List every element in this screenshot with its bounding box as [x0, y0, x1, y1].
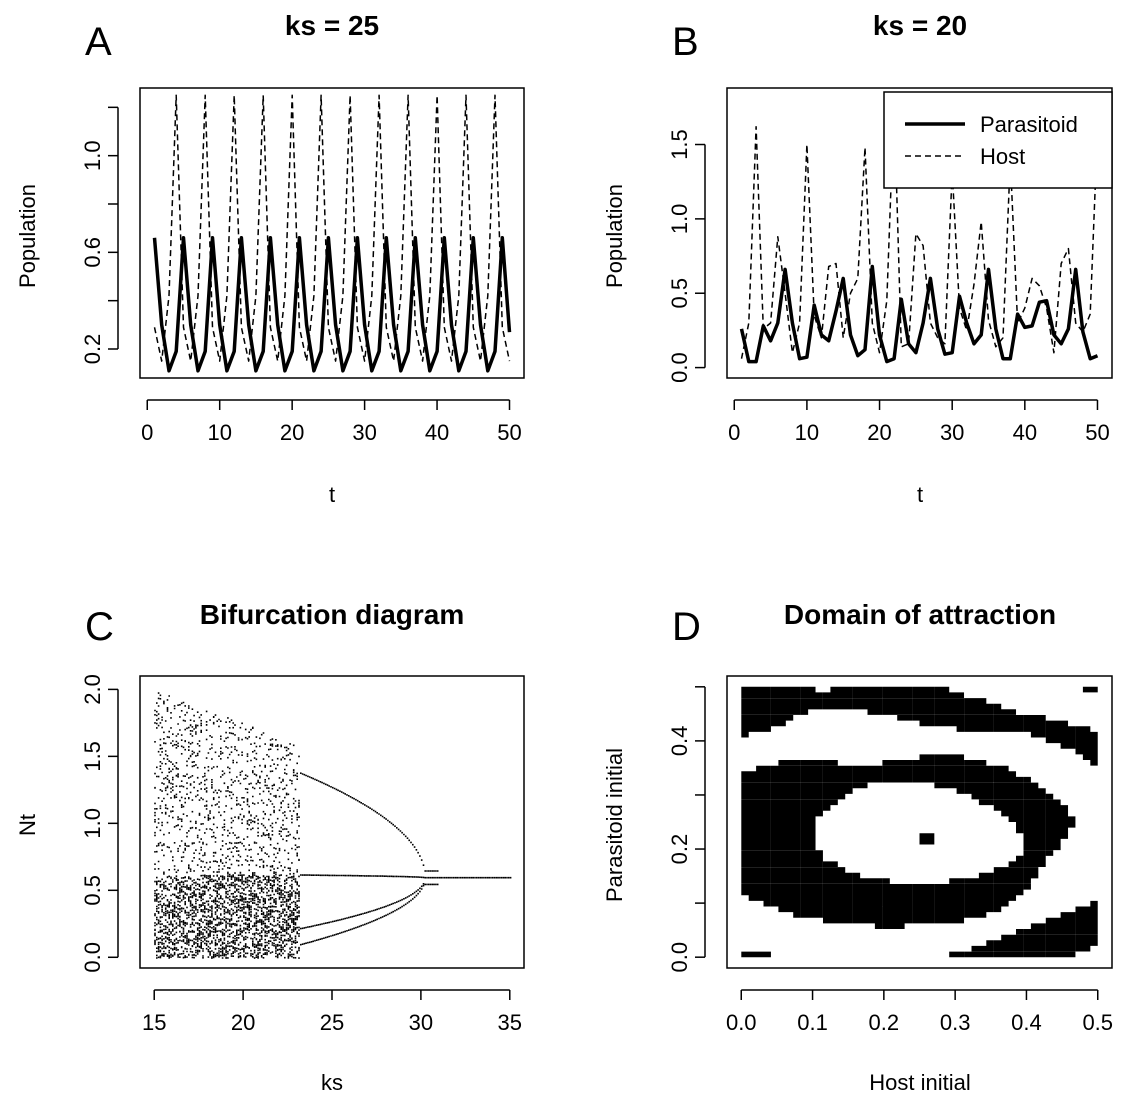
panel-b-plot-area — [726, 87, 1113, 379]
x-tick-label: 0.3 — [940, 1010, 971, 1035]
panel-c-yticks: 0.0 0.5 1.0 1.5 2.0 — [80, 674, 119, 973]
panel-b-yticks: 0.0 0.5 1.0 1.5 — [667, 129, 706, 383]
x-tick-label: 40 — [425, 420, 449, 445]
x-tick-label: 20 — [867, 420, 891, 445]
y-tick-label: 1.0 — [80, 140, 105, 171]
plot-frame — [139, 87, 525, 379]
x-tick-label: 50 — [497, 420, 521, 445]
x-tick-label: 0.1 — [797, 1010, 828, 1035]
panel-c: C Bifurcation diagram ks Nt 15 20 25 30 35 0… — [15, 599, 525, 1095]
panel-b-xlabel: t — [917, 482, 923, 507]
x-tick-label: 0 — [141, 420, 153, 445]
panel-d-title: Domain of attraction — [784, 599, 1056, 630]
panel-d-xticks: 0.0 0.1 0.2 0.3 0.4 0.5 — [726, 989, 1113, 1035]
bifurcation-point-cloud — [154, 692, 512, 959]
y-tick-label: 0.4 — [667, 726, 692, 757]
panel-c-title: Bifurcation diagram — [200, 599, 464, 630]
x-tick-label: 25 — [320, 1010, 344, 1035]
panel-letter-c: C — [85, 605, 114, 649]
y-tick-label: 1.5 — [667, 129, 692, 160]
panel-d: D Domain of attraction Host initial Para… — [602, 599, 1113, 1095]
panel-a-ylabel: Population — [15, 184, 40, 288]
legend-label-host: Host — [980, 144, 1025, 169]
x-tick-label: 0.4 — [1011, 1010, 1042, 1035]
y-tick-label: 1.0 — [667, 204, 692, 235]
x-tick-label: 15 — [142, 1010, 166, 1035]
x-tick-label: 10 — [207, 420, 231, 445]
y-tick-label: 0.0 — [667, 942, 692, 973]
panel-c-xticks: 15 20 25 30 35 — [142, 989, 522, 1035]
panel-b-xticks: 0 10 20 30 40 50 — [728, 399, 1110, 445]
panel-d-plot-area — [726, 675, 1113, 969]
panel-a-plot-area — [139, 87, 525, 379]
panel-letter-a: A — [85, 20, 112, 64]
y-tick-label: 1.0 — [80, 808, 105, 839]
y-tick-label: 0.2 — [667, 834, 692, 865]
panel-letter-b: B — [672, 20, 699, 64]
legend-label-parasitoid: Parasitoid — [980, 112, 1078, 137]
y-tick-label: 0.5 — [667, 278, 692, 309]
x-tick-label: 10 — [795, 420, 819, 445]
panel-d-xlabel: Host initial — [869, 1070, 970, 1095]
panel-a-xticks: 0 10 20 30 40 50 — [141, 399, 522, 445]
x-tick-label: 0.5 — [1082, 1010, 1113, 1035]
panel-d-ylabel: Parasitoid initial — [602, 748, 627, 902]
x-tick-label: 0.2 — [869, 1010, 900, 1035]
legend-box — [883, 91, 1113, 189]
panel-a: A ks = 25 t Population 0 10 20 30 40 50 0.20.… — [15, 10, 525, 507]
host-series-line — [740, 102, 1099, 359]
y-tick-label: 0.0 — [80, 942, 105, 973]
x-tick-label: 30 — [352, 420, 376, 445]
solid-series-line — [152, 236, 512, 373]
panel-c-plot-area — [139, 675, 525, 969]
dashed-series-line — [153, 94, 511, 362]
panel-a-title: ks = 25 — [285, 10, 379, 41]
panel-b: B ks = 20 t Population 0 10 20 30 40 50 0.00.… — [602, 10, 1113, 507]
panel-letter-d: D — [672, 605, 701, 649]
panel-b-legend: Parasitoid Host — [883, 91, 1113, 189]
domain-cells — [741, 686, 1098, 958]
x-tick-label: 30 — [940, 420, 964, 445]
plot-frame — [139, 675, 525, 969]
panel-c-ylabel: Nt — [15, 814, 40, 836]
x-tick-label: 0 — [728, 420, 740, 445]
x-tick-label: 30 — [409, 1010, 433, 1035]
plot-frame — [726, 675, 1113, 969]
y-tick-label: 1.5 — [80, 741, 105, 772]
x-tick-label: 0.0 — [726, 1010, 757, 1035]
x-tick-label: 40 — [1013, 420, 1037, 445]
plot-frame — [726, 87, 1113, 379]
x-tick-label: 50 — [1085, 420, 1109, 445]
panel-a-yticks: 0.2 0.6 1.0 — [80, 106, 119, 365]
panel-d-yticks: 0.0 0.2 0.4 — [667, 686, 706, 973]
y-tick-label: 0.6 — [80, 237, 105, 268]
x-tick-label: 20 — [280, 420, 304, 445]
parasitoid-series-line — [739, 264, 1099, 364]
domain-black-cells — [741, 686, 1098, 958]
x-tick-label: 20 — [231, 1010, 255, 1035]
y-tick-label: 0.2 — [80, 334, 105, 365]
y-tick-label: 0.0 — [667, 352, 692, 383]
panel-b-ylabel: Population — [602, 184, 627, 288]
bifurcation-points — [154, 692, 512, 959]
panel-a-xlabel: t — [329, 482, 335, 507]
y-tick-label: 2.0 — [80, 674, 105, 705]
y-tick-label: 0.5 — [80, 875, 105, 906]
panel-c-xlabel: ks — [321, 1070, 343, 1095]
x-tick-label: 35 — [498, 1010, 522, 1035]
panel-b-title: ks = 20 — [873, 10, 967, 41]
